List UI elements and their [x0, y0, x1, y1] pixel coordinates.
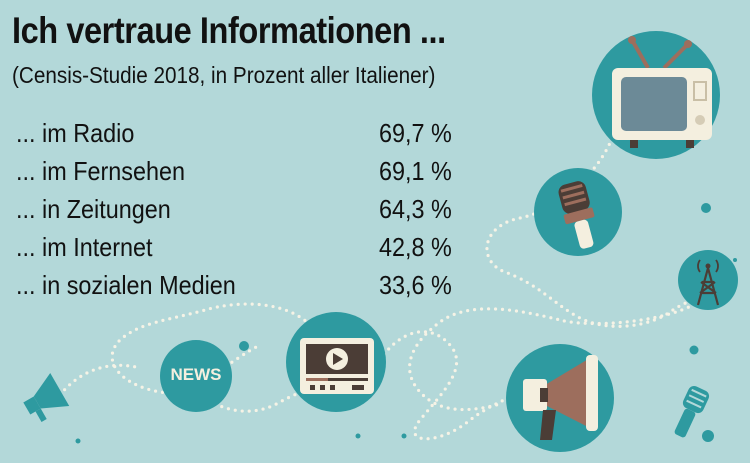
- list-item: ... im Internet 42,8 %: [16, 232, 476, 268]
- item-label: ... im Radio: [16, 118, 135, 148]
- handheld-microphone-icon: [674, 385, 710, 438]
- megaphone-small-icon: [23, 373, 70, 422]
- item-label: ... in Zeitungen: [16, 194, 171, 224]
- item-value: 33,6 %: [379, 270, 452, 300]
- news-icon: [160, 340, 232, 412]
- item-value: 42,8 %: [379, 232, 452, 262]
- video-player-icon: [286, 312, 386, 412]
- microphone-icon: [534, 168, 622, 256]
- page-subtitle: (Censis-Studie 2018, in Prozent aller It…: [12, 62, 436, 88]
- megaphone-icon: [506, 344, 614, 452]
- list-item: ... im Radio 69,7 %: [16, 118, 476, 154]
- list-item: ... im Fernsehen 69,1 %: [16, 156, 476, 192]
- item-label: ... im Internet: [16, 232, 153, 262]
- list-item: ... in sozialen Medien 33,6 %: [16, 270, 476, 306]
- item-label: ... in sozialen Medien: [16, 270, 236, 300]
- tv-icon: [592, 31, 720, 159]
- item-value: 64,3 %: [379, 194, 452, 224]
- item-value: 69,7 %: [379, 118, 452, 148]
- item-label: ... im Fernsehen: [16, 156, 186, 186]
- item-value: 69,1 %: [379, 156, 452, 186]
- page-title: Ich vertraue Informationen ...: [12, 10, 446, 51]
- radio-tower-icon: [678, 250, 738, 310]
- decor-dots: [75, 203, 737, 444]
- news-label: NEWS: [170, 365, 222, 384]
- list-item: ... in Zeitungen 64,3 %: [16, 194, 476, 230]
